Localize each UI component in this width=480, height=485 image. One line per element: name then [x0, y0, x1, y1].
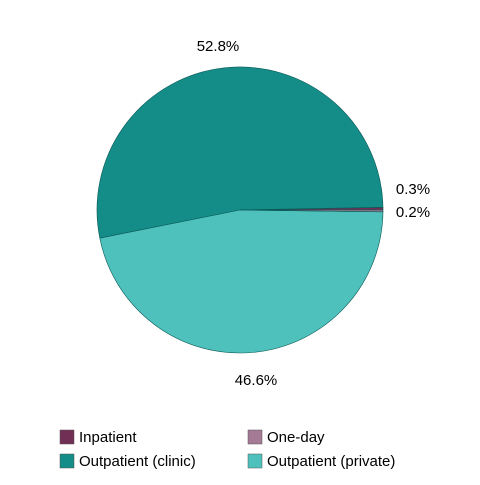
data-label: 0.3% — [396, 181, 430, 198]
pie-slice — [96, 66, 384, 239]
pie-slice — [239, 209, 384, 213]
legend-swatch — [247, 429, 263, 445]
legend-swatch — [59, 429, 75, 445]
legend-label: Outpatient (clinic) — [79, 453, 196, 470]
legend-label: One-day — [267, 429, 325, 446]
legend-swatch — [247, 453, 263, 469]
pie-slice — [99, 209, 384, 354]
data-label: 0.2% — [396, 204, 430, 221]
legend-label: Outpatient (private) — [267, 453, 395, 470]
data-label: 52.8% — [197, 38, 240, 55]
legend-label: Inpatient — [79, 429, 137, 446]
data-label: 46.6% — [235, 372, 278, 389]
legend-swatch — [59, 453, 75, 469]
